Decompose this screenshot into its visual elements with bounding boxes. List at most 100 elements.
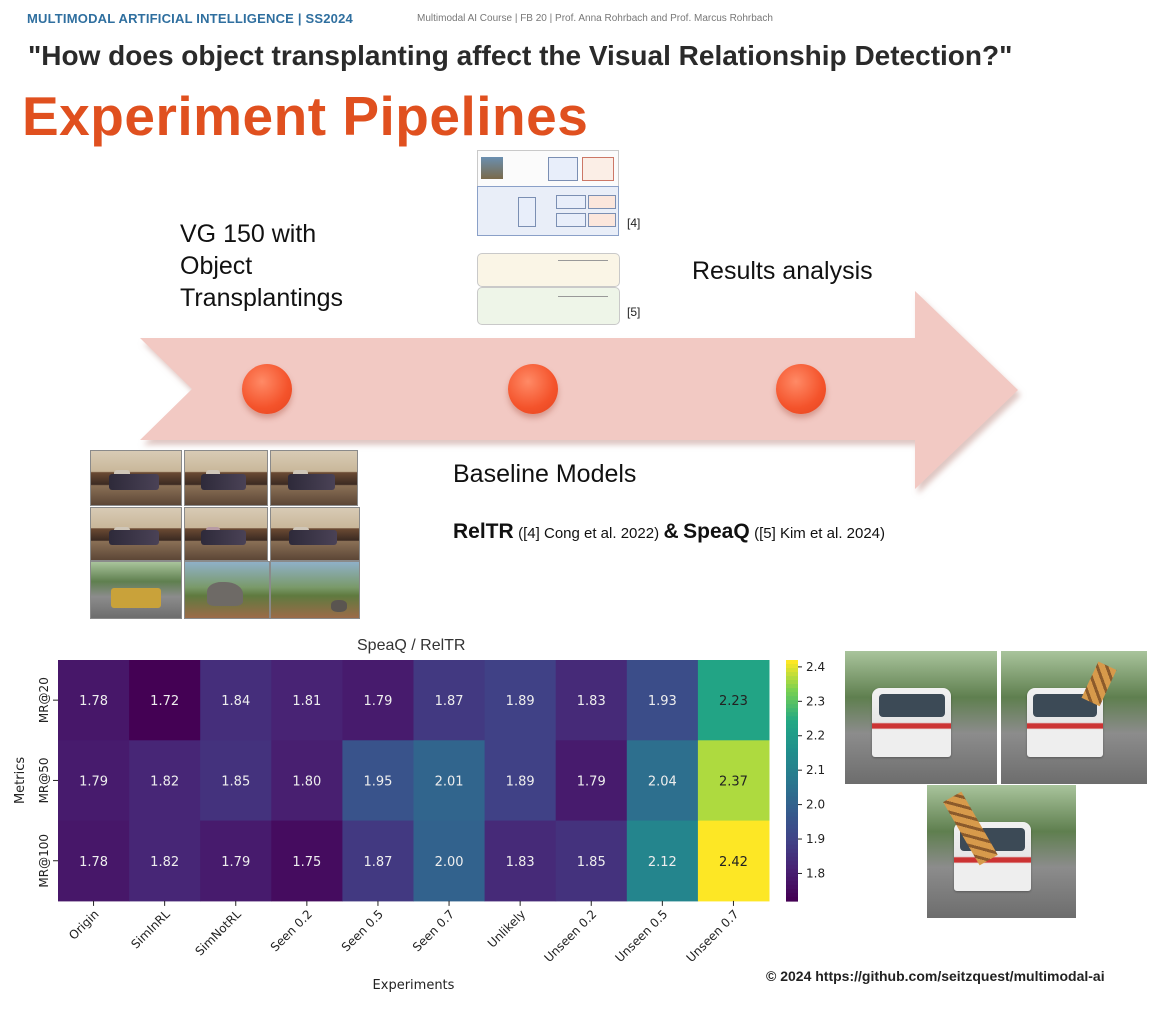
colorbar-segment — [786, 824, 798, 830]
heatmap-cell-label: 1.80 — [292, 774, 321, 789]
heatmap-cell — [413, 820, 486, 902]
y-axis-label: Metrics — [13, 757, 28, 804]
colorbar-segment — [786, 820, 798, 826]
speaq-diagram-bottom — [477, 287, 620, 325]
model-speaq-ref: ([5] Kim et al. 2024) — [754, 525, 886, 542]
dataset-thumb — [270, 561, 360, 619]
heatmap-cell — [555, 820, 628, 902]
heatmap-cell-label: 1.93 — [648, 694, 677, 709]
heatmap-cell-label: 2.01 — [435, 774, 464, 789]
heatmap-cell — [58, 740, 130, 822]
heatmap-cell-label: 2.00 — [435, 855, 464, 870]
ref-4-label: [4] — [627, 216, 641, 230]
heatmap-cell-label: 1.78 — [79, 694, 108, 709]
model-references: RelTR ([4] Cong et al. 2022) & SpeaQ ([5… — [453, 520, 885, 544]
colorbar-segment — [786, 832, 798, 838]
colorbar-segment — [786, 816, 798, 822]
heatmap-cell — [555, 740, 628, 822]
x-tick-label: Unseen 0.2 — [541, 907, 599, 965]
heatmap-cell-label: 2.23 — [719, 694, 748, 709]
colorbar-segment — [786, 660, 798, 665]
dea-block-2 — [588, 213, 616, 227]
chart-title: SpeaQ / RelTR — [357, 637, 466, 654]
colorbar-segment — [786, 784, 798, 790]
heatmap-cell — [271, 660, 343, 741]
bus-example-original — [845, 651, 997, 784]
dataset-thumb — [90, 561, 182, 619]
stage-dataset-label: VG 150 with Object Transplantings — [180, 218, 400, 314]
heatmap-cell-label: 1.82 — [150, 855, 179, 870]
model-reltr-ref: ([4] Cong et al. 2022) — [518, 525, 660, 542]
heatmap-cell — [129, 740, 201, 822]
dataset-thumb — [270, 507, 360, 561]
y-tick-label: MR@100 — [37, 834, 51, 888]
colorbar-segment — [786, 812, 798, 818]
colorbar-segment — [786, 876, 798, 882]
course-header: MULTIMODAL ARTIFICIAL INTELLIGENCE | SS2… — [27, 11, 353, 26]
heatmap-cell — [484, 740, 557, 822]
heatmap-cell — [697, 660, 770, 741]
bus-example-transplant — [1001, 651, 1147, 784]
x-tick-label: Unseen 0.7 — [684, 907, 742, 965]
heatmap-cell-label: 1.83 — [506, 855, 535, 870]
heatmap-cell-label: 1.85 — [577, 855, 606, 870]
assignment-lines — [558, 260, 608, 281]
colorbar-segment — [786, 716, 798, 721]
model-reltr: RelTR — [453, 520, 514, 543]
heatmap-cell-label: 1.79 — [79, 774, 108, 789]
heatmap-cell-label: 2.42 — [719, 855, 748, 870]
colorbar-tick-label: 2.3 — [806, 694, 825, 708]
colorbar-tick-label: 1.8 — [806, 866, 825, 880]
cross-attention-block — [518, 197, 536, 227]
colorbar-segment — [786, 752, 798, 757]
colorbar-segment — [786, 664, 798, 669]
heatmap-cell-label: 1.87 — [435, 694, 464, 709]
x-tick-label: Unseen 0.5 — [613, 907, 671, 965]
colorbar-segment — [786, 848, 798, 854]
x-tick-label: Seen 0.7 — [410, 907, 457, 954]
colorbar-segment — [786, 884, 798, 890]
colorbar-segment — [786, 696, 798, 701]
colorbar-segment — [786, 828, 798, 834]
ref-5-label: [5] — [627, 305, 641, 319]
pipeline-dot-1 — [242, 364, 292, 414]
dataset-thumb — [184, 507, 268, 561]
colorbar-segment — [786, 856, 798, 862]
colorbar-segment — [786, 860, 798, 866]
colorbar-segment — [786, 788, 798, 794]
colorbar-segment — [786, 720, 798, 725]
x-tick-label: Origin — [66, 907, 102, 943]
heatmap-cell — [342, 660, 414, 741]
colorbar-segment — [786, 836, 798, 842]
colorbar-segment — [786, 688, 798, 693]
colorbar-tick-label: 2.4 — [806, 660, 825, 674]
x-axis-label: Experiments — [373, 978, 455, 993]
course-info: Multimodal AI Course | FB 20 | Prof. Ann… — [417, 13, 773, 24]
heatmap-cell-label: 1.81 — [292, 694, 321, 709]
heatmap-cell — [200, 820, 272, 902]
colorbar-segment — [786, 708, 798, 713]
heatmap-cell — [58, 820, 130, 902]
heatmap-cell — [342, 820, 414, 902]
heatmap-cell — [484, 820, 557, 902]
heatmap-cell-label: 1.79 — [577, 774, 606, 789]
heatmap-cell — [58, 660, 130, 741]
colorbar-segment — [786, 684, 798, 689]
colorbar-segment — [786, 676, 798, 681]
colorbar-segment — [786, 844, 798, 850]
bus-example-giraffe — [927, 785, 1076, 918]
heatmap-cell-label: 1.72 — [150, 694, 179, 709]
colorbar-segment — [786, 880, 798, 886]
heatmap-cell — [271, 740, 343, 822]
colorbar-segment — [786, 740, 798, 745]
heatmap-cell — [697, 820, 770, 902]
colorbar-segment — [786, 704, 798, 709]
heatmap-cell — [413, 660, 486, 741]
giraffe-overlay — [1081, 661, 1117, 707]
research-question: "How does object transplanting affect th… — [28, 40, 1013, 71]
colorbar-segment — [786, 776, 798, 782]
colorbar-segment — [786, 692, 798, 697]
heatmap-cell-label: 1.75 — [292, 855, 321, 870]
pipeline-dot-3 — [776, 364, 826, 414]
